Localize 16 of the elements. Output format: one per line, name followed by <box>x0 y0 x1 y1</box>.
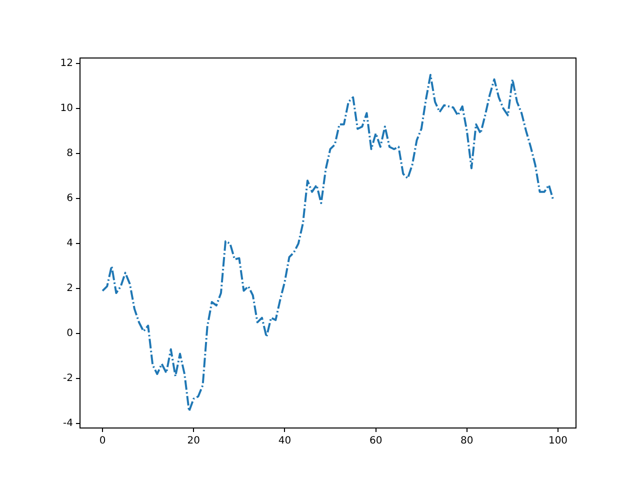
y-tick-label: -2 <box>63 373 73 384</box>
line-series <box>102 74 554 412</box>
x-tick-label: 60 <box>369 436 382 447</box>
x-tick-label: 80 <box>460 436 474 447</box>
y-tick-label: 4 <box>66 238 73 250</box>
x-tick-label: 100 <box>548 436 568 447</box>
y-tick-label: 6 <box>66 193 73 204</box>
y-tick-label: 8 <box>66 148 73 160</box>
y-tick-label: 0 <box>66 328 73 340</box>
y-tick-label: -4 <box>63 418 73 430</box>
y-tick-label: 2 <box>66 283 73 294</box>
x-tick-label: 20 <box>187 436 200 447</box>
y-tick-label: 12 <box>60 58 73 70</box>
x-tick-label: 40 <box>278 436 292 447</box>
x-tick-label: 0 <box>99 436 106 447</box>
y-tick-label: 10 <box>60 103 73 114</box>
